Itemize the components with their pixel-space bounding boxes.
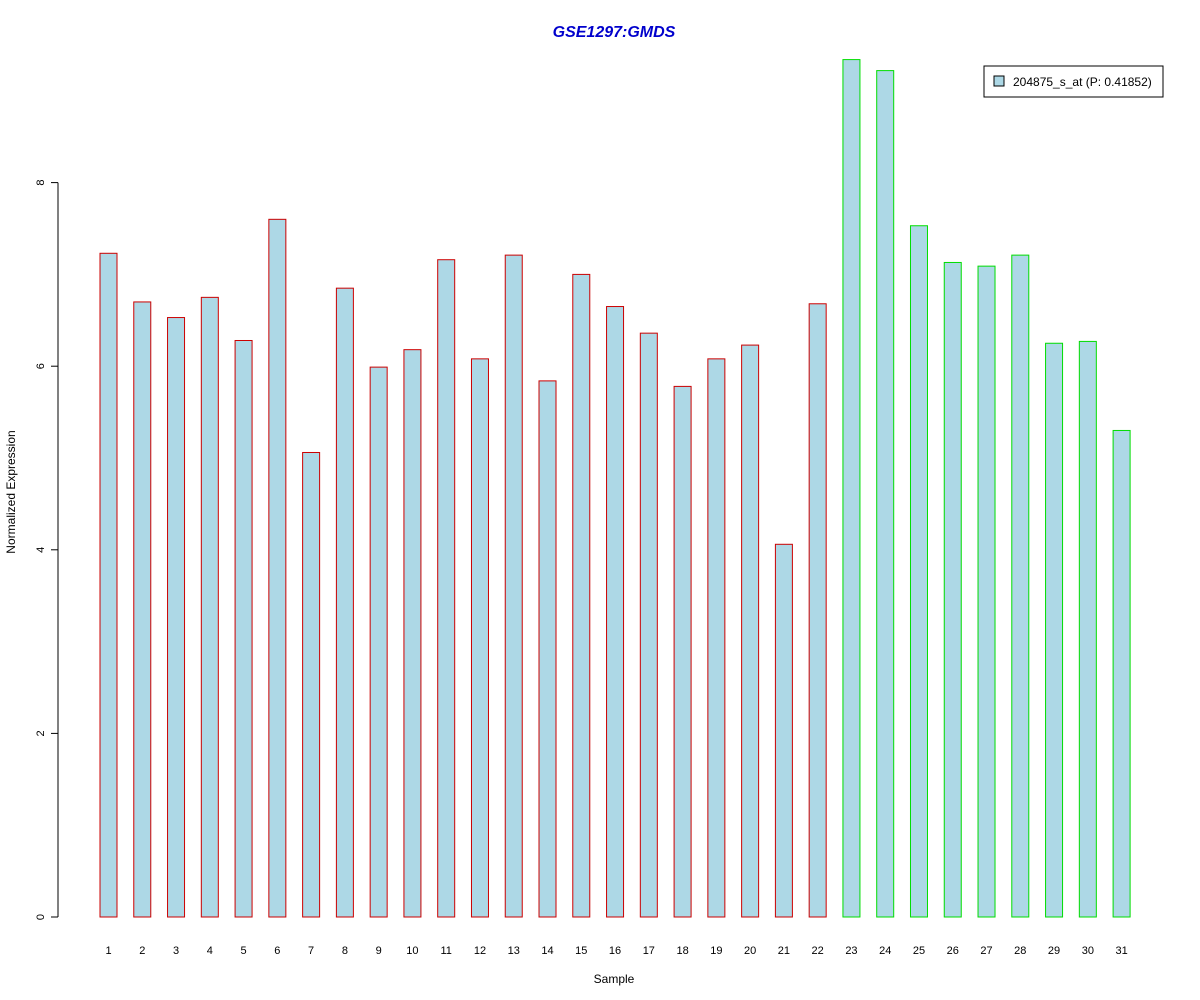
x-tick-label: 12 <box>474 945 486 957</box>
legend: 204875_s_at (P: 0.41852) <box>983 65 1164 98</box>
x-tick-label: 11 <box>440 945 451 957</box>
y-tick-label: 4 <box>35 547 47 553</box>
x-tick-label: 24 <box>879 945 891 957</box>
x-tick-label: 30 <box>1082 945 1094 957</box>
bar-sample-23 <box>842 59 861 918</box>
x-tick-label: 15 <box>575 945 587 957</box>
bar-sample-25 <box>909 225 928 918</box>
x-tick-label: 23 <box>845 945 857 957</box>
x-tick-label: 31 <box>1115 945 1127 957</box>
x-tick-label: 3 <box>173 945 179 957</box>
bar-sample-18 <box>673 385 692 918</box>
bar-sample-29 <box>1045 342 1064 918</box>
bar-sample-15 <box>572 273 591 918</box>
x-tick-label: 26 <box>947 945 959 957</box>
x-tick-label: 13 <box>508 945 520 957</box>
bar-sample-4 <box>200 296 219 918</box>
bar-sample-1 <box>99 252 118 918</box>
bar-sample-27 <box>977 265 996 918</box>
legend-swatch <box>993 75 1005 87</box>
x-tick-label: 6 <box>274 945 280 957</box>
x-tick-label: 2 <box>139 945 145 957</box>
x-tick-label: 18 <box>676 945 688 957</box>
x-tick-label: 20 <box>744 945 756 957</box>
x-tick-label: 19 <box>710 945 722 957</box>
y-tick-label: 6 <box>35 363 47 369</box>
x-tick-label: 21 <box>778 945 790 957</box>
bar-sample-9 <box>369 366 388 918</box>
x-tick-label: 10 <box>406 945 418 957</box>
x-tick-label: 28 <box>1014 945 1026 957</box>
bar-sample-30 <box>1078 340 1097 918</box>
x-tick-label: 1 <box>105 945 111 957</box>
y-axis-label: Normalized Expression <box>4 430 18 553</box>
bar-sample-12 <box>470 358 489 918</box>
bar-sample-10 <box>403 349 422 918</box>
x-tick-label: 5 <box>241 945 247 957</box>
y-tick-label: 0 <box>35 914 47 920</box>
x-tick-label: 27 <box>980 945 992 957</box>
bar-sample-11 <box>437 259 456 918</box>
bar-sample-16 <box>606 306 625 918</box>
x-tick-labels: 1 2 3 4 5 6 7 8 9 10 11 12 13 14 15 16 17 18 19 20 21 22 23 24 2… <box>105 945 1127 957</box>
x-axis-label: Sample <box>594 972 635 986</box>
chart-title: GSE1297:GMDS <box>553 24 676 41</box>
x-tick-label: 7 <box>308 945 314 957</box>
legend-label: 204875_s_at (P: 0.41852) <box>1013 75 1152 89</box>
x-tick-label: 22 <box>812 945 824 957</box>
bar-sample-3 <box>167 317 186 918</box>
bar-sample-14 <box>538 380 557 918</box>
legend-box <box>983 65 1164 98</box>
bar-sample-6 <box>268 218 287 918</box>
x-tick-label: 25 <box>913 945 925 957</box>
y-tick-label: 2 <box>35 730 47 736</box>
bar-sample-7 <box>302 451 321 918</box>
y-tick-label: 8 <box>35 180 47 186</box>
bar-sample-20 <box>741 344 760 918</box>
x-tick-label: 17 <box>643 945 655 957</box>
bar-sample-8 <box>335 287 354 918</box>
x-tick-label: 9 <box>376 945 382 957</box>
x-tick-label: 4 <box>207 945 213 957</box>
y-axis: 0 2 4 6 8 <box>35 180 59 920</box>
x-tick-label: 29 <box>1048 945 1060 957</box>
bar-sample-31 <box>1112 429 1131 918</box>
bar-sample-28 <box>1011 254 1030 918</box>
x-tick-label: 14 <box>541 945 553 957</box>
bar-sample-22 <box>808 303 827 918</box>
bar-sample-19 <box>707 358 726 918</box>
bar-sample-17 <box>639 332 658 918</box>
bar-sample-26 <box>943 261 962 918</box>
bar-sample-13 <box>504 254 523 918</box>
bar-sample-24 <box>876 70 895 918</box>
x-tick-label: 16 <box>609 945 621 957</box>
bar-sample-21 <box>774 543 793 918</box>
bars-group <box>99 59 1131 918</box>
x-tick-label: 8 <box>342 945 348 957</box>
bar-sample-2 <box>133 301 152 918</box>
bar-sample-5 <box>234 339 253 918</box>
